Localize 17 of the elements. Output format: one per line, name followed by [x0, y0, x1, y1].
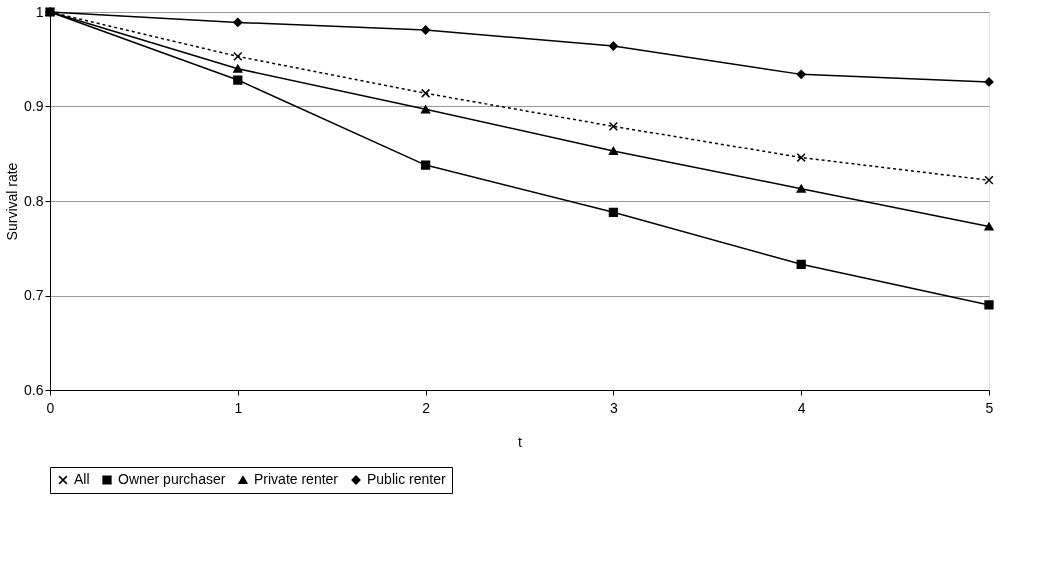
y-tick-label: 0.9 — [24, 98, 44, 114]
y-tick-label: 0.8 — [24, 192, 44, 209]
y-tick-label: 1 — [35, 3, 44, 20]
x-tick-label: 3 — [610, 399, 618, 416]
x-tick-label: 2 — [422, 399, 431, 416]
x-tick-label: 4 — [797, 399, 806, 416]
x-tick-label: 0 — [46, 399, 55, 416]
y-axis-title: Survival rate — [4, 162, 21, 241]
x-axis-title: t — [518, 433, 523, 450]
y-tick-label: 0.6 — [24, 381, 44, 398]
x-tick-label: 5 — [985, 399, 994, 416]
legend-label: Owner purchaser — [118, 471, 226, 487]
x-tick-label: 1 — [234, 399, 243, 416]
legend-label: Private renter — [254, 471, 339, 487]
legend-label: All — [74, 471, 90, 487]
y-tick-label: 0.7 — [24, 287, 44, 303]
legend-label: Public renter — [367, 471, 446, 487]
